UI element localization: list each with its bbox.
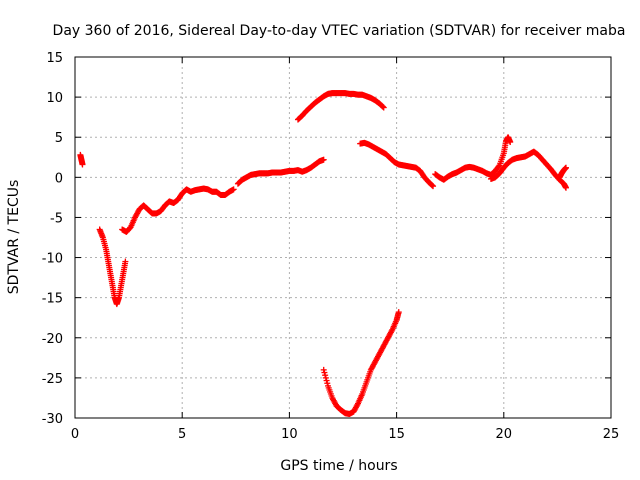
x-tick-label: 15 [388,427,405,442]
data-point [322,374,329,381]
data-point [380,104,387,111]
x-tick-label: 20 [496,427,513,442]
plot-frame [74,56,612,419]
x-axis-label: GPS time / hours [280,458,397,474]
y-tick-label: 5 [55,131,63,146]
data-point [507,139,514,146]
x-tick-label: 0 [71,427,79,442]
grid [75,57,611,418]
data-point [230,186,237,193]
x-tick-label: 25 [603,427,620,442]
chart-title: Day 360 of 2016, Sidereal Day-to-day VTE… [53,23,626,39]
data-point [322,372,329,379]
data-point [320,156,327,163]
y-tick-label: -10 [42,252,63,267]
axis-ticks [74,56,612,419]
x-tick-label: 5 [178,427,186,442]
x-tick-label: 10 [281,427,298,442]
data-point [430,183,437,190]
data-point [122,258,129,265]
y-tick-label: 15 [46,51,63,66]
data-point [79,161,86,168]
data-point [395,309,402,316]
y-tick-label: -5 [50,211,63,226]
y-tick-label: 10 [46,91,63,106]
y-axis-label: SDTVAR / TECUs [6,180,22,295]
data-point [320,366,327,373]
y-tick-label: -25 [42,372,63,387]
data-point [380,103,387,110]
data-point [562,184,569,191]
tick-labels: 0 5 10 15 20 25 -30 -25 -20 -15 -10 -5 0 5 10 15 [42,51,620,442]
y-tick-label: -20 [42,332,63,347]
y-tick-label: -30 [42,412,63,427]
y-tick-label: -15 [42,292,63,307]
data-point [324,380,331,387]
data-point [429,182,436,189]
data-points [77,90,569,417]
data-point [562,164,569,171]
data-point [323,377,330,384]
data-point [321,369,328,376]
y-tick-label: 0 [55,171,63,186]
